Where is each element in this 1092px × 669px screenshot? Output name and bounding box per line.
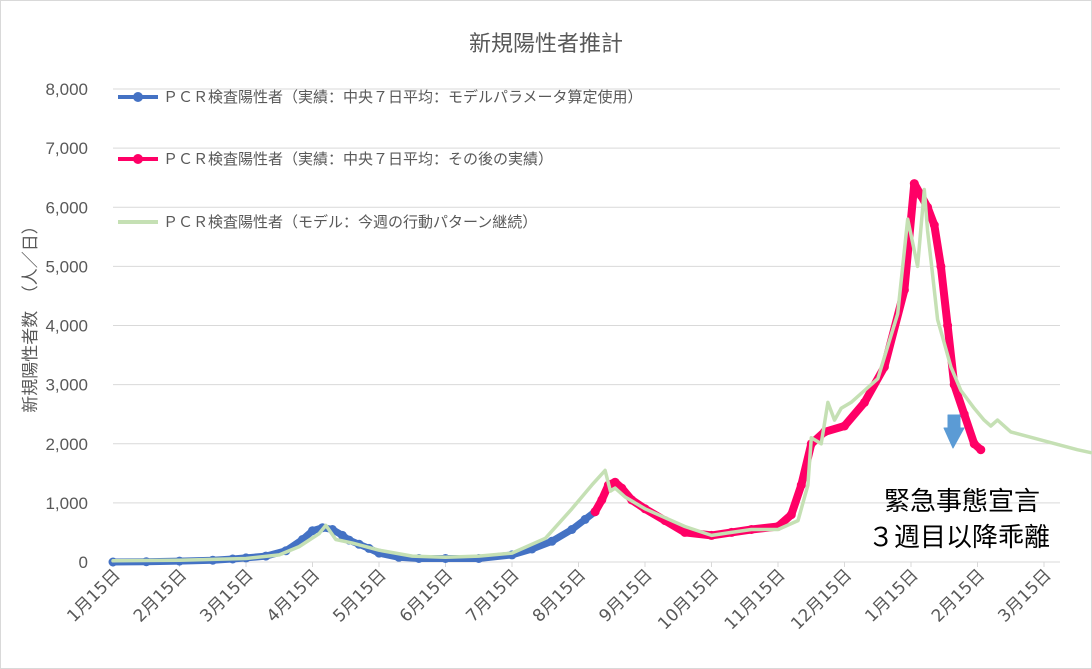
arrow-shape [943,414,965,449]
series-group [108,179,1092,567]
data-point-actual-model [567,525,577,534]
data-point-actual-after [597,495,607,505]
x-tick-label: 9月15日 [595,565,656,626]
data-point-actual-after [840,421,849,431]
x-tick-label: 8月15日 [529,565,590,626]
legend-label-model: ＰＣＲ検査陽性者（モデル：今週の行動パターン継続） [163,213,537,231]
x-tick-label: 5月15日 [329,565,390,626]
legend: ＰＣＲ検査陽性者（実績：中央７日平均：モデルパラメータ算定使用） ＰＣＲ検査陽性… [118,88,643,231]
x-tick-label: 4月15日 [263,565,324,626]
y-tick-label: 6,000 [45,198,88,217]
y-axis-label: 新規陽性者数 （人／日） [21,217,41,413]
y-tick-label: 1,000 [45,494,88,513]
data-point-actual-model [308,526,317,536]
x-tick-label: 3月15日 [196,565,257,626]
data-point-actual-after [976,445,986,455]
data-point-actual-after [959,409,969,419]
x-tick-label: 10月15日 [654,565,723,634]
y-tick-label: 4,000 [45,317,88,336]
data-point-actual-after [860,397,869,407]
series-actual-model-line [109,508,599,566]
legend-marker-actual-after-dot [133,154,143,164]
x-tick-label: 11月15日 [721,565,790,634]
data-point-actual-after [929,220,939,230]
y-tick-label: 0 [79,553,88,572]
data-point-actual-after [909,179,919,189]
x-tick-label: 2月15日 [928,565,989,626]
chart-title: 新規陽性者推計 [469,32,623,57]
data-point-actual-after [610,477,620,487]
data-point-actual-after [680,527,690,537]
y-tick-label: 3,000 [45,376,88,395]
series-actual-after-line [591,179,985,540]
data-point-actual-after [590,507,600,517]
legend-marker-actual-model-dot [133,92,143,102]
x-tick-label: 1月15日 [861,565,922,626]
data-point-actual-after [796,480,806,490]
legend-label-actual-after: ＰＣＲ検査陽性者（実績：中央７日平均：その後の実績） [163,150,553,168]
data-point-actual-after [943,321,953,330]
y-tick-label: 8,000 [45,80,88,99]
x-tick-label: 2月15日 [130,565,191,626]
x-axis-ticks: 1月15日 2月15日 3月15日 4月15日 5月15日 6月15日 7月15日 8月15日… [63,562,1056,634]
y-axis-ticks: 0 1,000 2,000 3,000 4,000 5,000 6,000 7,000 8,00… [45,80,88,572]
y-tick-label: 5,000 [45,257,88,276]
data-point-actual-after [936,261,946,271]
data-point-actual-model [337,530,347,540]
data-point-actual-after [969,439,979,449]
x-tick-label: 12月15日 [787,565,856,634]
annotation-line-2: ３週目以降乖離 [868,523,1050,553]
data-point-actual-model [547,536,557,546]
series-model-line [111,187,1092,563]
x-tick-label: 1月15日 [63,565,124,626]
legend-label-actual-model: ＰＣＲ検査陽性者（実績：中央７日平均：モデルパラメータ算定使用） [163,88,643,106]
y-tick-label: 2,000 [45,435,88,454]
x-tick-label: 6月15日 [396,565,457,626]
annotation-line-1: 緊急事態宣言 [884,487,1040,517]
data-point-actual-model [580,514,590,524]
y-tick-label: 7,000 [45,139,88,158]
divergence-arrow [943,414,965,449]
data-point-actual-after [786,510,796,520]
x-tick-label: 3月15日 [994,565,1055,626]
x-tick-label: 7月15日 [462,565,523,626]
